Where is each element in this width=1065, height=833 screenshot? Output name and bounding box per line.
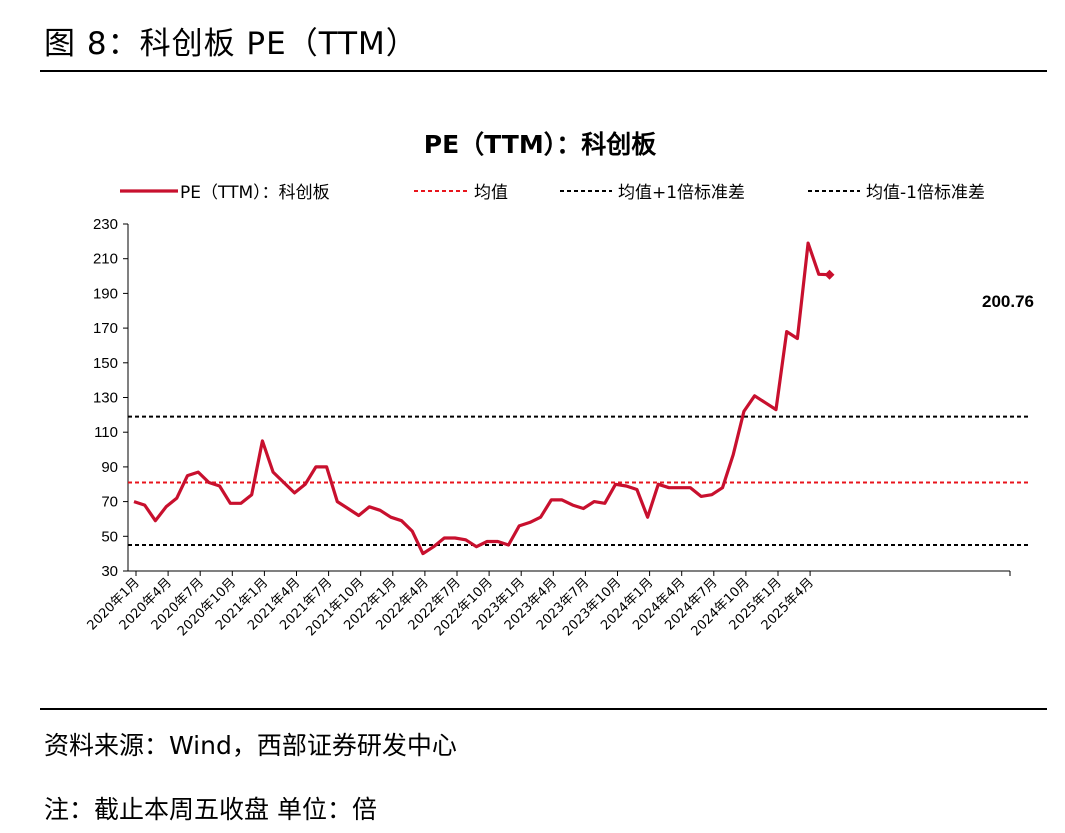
figure-title: 图 8：科创板 PE（TTM） — [44, 26, 418, 62]
series-line-pe-ttm — [133, 241, 830, 556]
y-tick-label: 90 — [101, 459, 118, 476]
y-tick-label: 210 — [93, 251, 118, 268]
y-tick-label: 110 — [94, 424, 118, 441]
y-tick-label: 50 — [101, 528, 118, 545]
source-note: 资料来源：Wind，西部证券研发中心 — [44, 731, 457, 760]
y-axis: 30 50 70 90 110 130 150 170 190 210 230 — [93, 216, 129, 580]
chart-svg: PE（TTM）：科创板 PE（TTM）：科创板 均值 均值+1倍标准差 均值-1倍标准… — [85, 130, 1034, 639]
data-labels: 200.76 — [982, 292, 1034, 311]
chart-legend: PE（TTM）：科创板 均值 均值+1倍标准差 均值-1倍标准差 — [120, 183, 985, 203]
y-tick-label: 150 — [93, 355, 118, 372]
last-value-label: 200.76 — [982, 292, 1034, 311]
legend-label: PE（TTM）：科创板 — [180, 183, 330, 203]
y-tick-label: 70 — [101, 494, 118, 511]
unit-note: 注：截止本周五收盘 单位：倍 — [44, 795, 377, 824]
legend-label: 均值 — [474, 183, 508, 203]
y-tick-label: 130 — [93, 390, 118, 407]
last-point-marker — [824, 269, 835, 280]
y-tick-label: 190 — [93, 285, 118, 302]
reference-lines — [128, 415, 1030, 546]
y-tick-label: 170 — [93, 320, 118, 337]
legend-label: 均值-1倍标准差 — [866, 183, 985, 203]
y-tick-label: 230 — [93, 216, 118, 233]
chart-title: PE（TTM）：科创板 — [424, 130, 656, 159]
bottom-rule — [40, 708, 1047, 710]
x-axis: 2020年1月2020年4月2020年7月2020年10月2021年1月2021… — [85, 570, 1011, 639]
legend-label: 均值+1倍标准差 — [618, 183, 745, 203]
y-tick-label: 30 — [101, 563, 118, 580]
series-layer — [133, 241, 835, 556]
top-rule — [40, 70, 1047, 72]
